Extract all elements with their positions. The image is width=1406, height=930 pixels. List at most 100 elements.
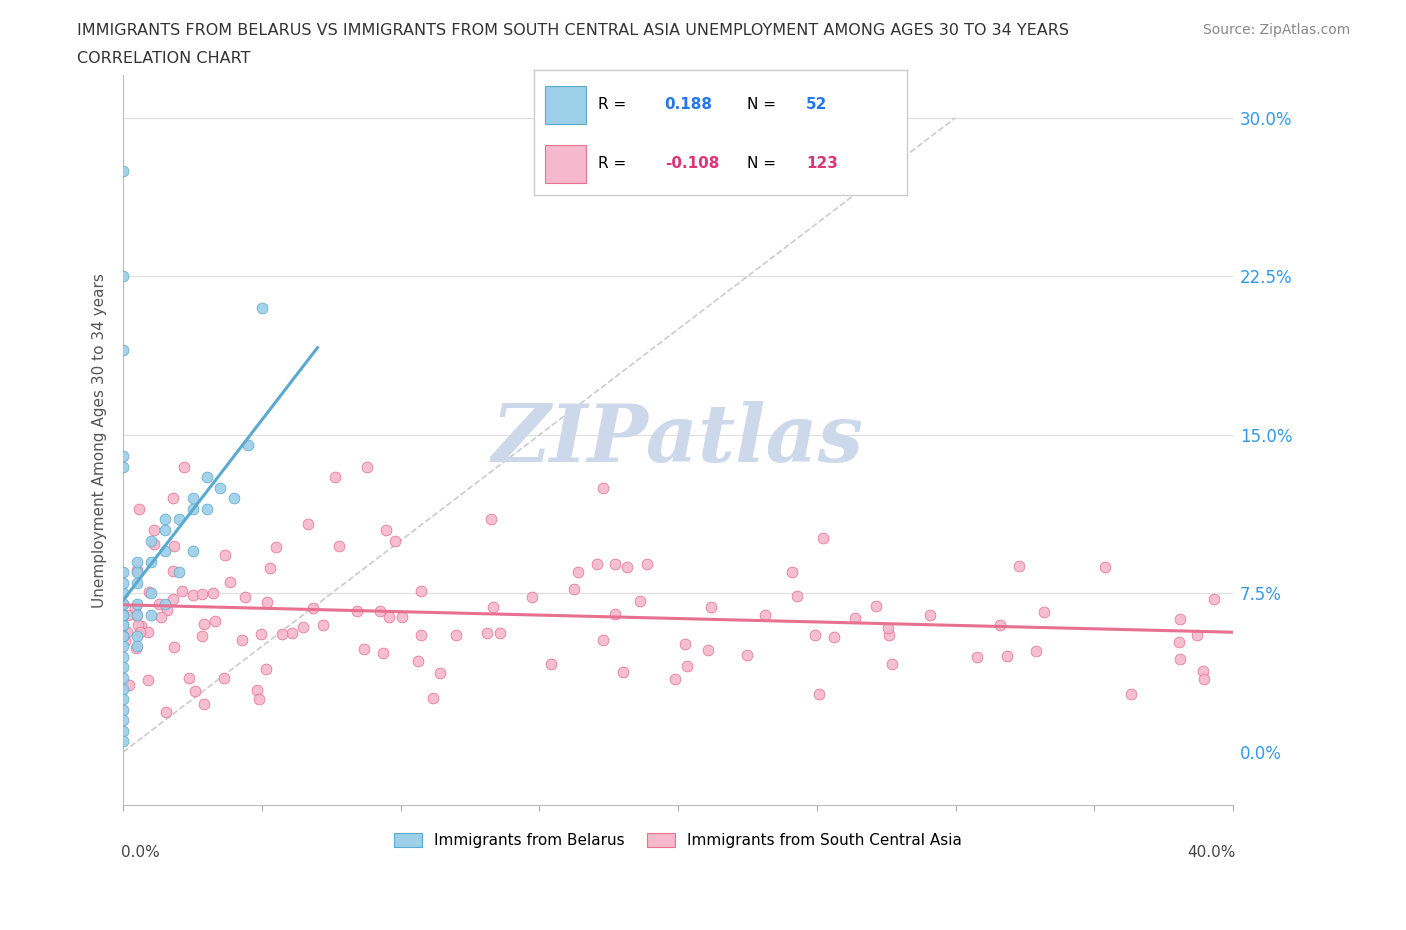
Point — [664, 671, 686, 686]
Point — [127, 596, 149, 611]
Point — [475, 625, 498, 640]
Point — [328, 538, 350, 553]
Point — [256, 595, 278, 610]
Point — [408, 654, 430, 669]
Point — [112, 681, 135, 696]
Text: N =: N = — [747, 98, 780, 113]
Point — [115, 625, 138, 640]
Point — [995, 649, 1018, 664]
Point — [124, 601, 146, 616]
Point — [173, 459, 195, 474]
Point — [214, 548, 236, 563]
Y-axis label: Unemployment Among Ages 30 to 34 years: Unemployment Among Ages 30 to 34 years — [93, 272, 107, 607]
Point — [250, 300, 273, 315]
Point — [876, 621, 898, 636]
Point — [1192, 671, 1215, 686]
Point — [271, 627, 294, 642]
Point — [156, 603, 179, 618]
Point — [163, 640, 186, 655]
Point — [139, 554, 162, 569]
Point — [112, 712, 135, 727]
Point — [195, 470, 218, 485]
Point — [697, 643, 720, 658]
Point — [966, 649, 988, 664]
Point — [603, 557, 626, 572]
Point — [250, 627, 273, 642]
Point — [129, 625, 152, 640]
Point — [479, 512, 502, 527]
Point — [247, 691, 270, 706]
Point — [1121, 686, 1143, 701]
Point — [786, 589, 808, 604]
Point — [118, 677, 141, 692]
Point — [112, 660, 135, 675]
Point — [112, 576, 135, 591]
Point — [127, 629, 149, 644]
Point — [125, 641, 148, 656]
Point — [117, 607, 139, 622]
Point — [195, 501, 218, 516]
Text: R =: R = — [598, 98, 631, 113]
Text: CORRELATION CHART: CORRELATION CHART — [77, 51, 250, 66]
Point — [880, 656, 903, 671]
Text: -0.108: -0.108 — [665, 156, 718, 171]
Point — [112, 618, 135, 632]
Point — [127, 554, 149, 569]
Point — [162, 565, 184, 579]
Bar — [546, 86, 586, 124]
Point — [481, 599, 503, 614]
Point — [844, 611, 866, 626]
Point — [489, 625, 512, 640]
Point — [112, 629, 135, 644]
Point — [323, 470, 346, 485]
Point — [112, 596, 135, 611]
Point — [259, 561, 281, 576]
Point — [1008, 558, 1031, 573]
Point — [112, 607, 135, 622]
Point — [592, 632, 614, 647]
Point — [136, 624, 159, 639]
Point — [138, 584, 160, 599]
Point — [384, 534, 406, 549]
Point — [150, 610, 173, 625]
Point — [127, 639, 149, 654]
Point — [224, 491, 246, 506]
Point — [172, 583, 194, 598]
Point — [193, 697, 215, 711]
Point — [1187, 628, 1209, 643]
Point — [378, 610, 401, 625]
Point — [823, 630, 845, 644]
Point — [353, 642, 375, 657]
Point — [153, 512, 176, 527]
Text: 40.0%: 40.0% — [1187, 845, 1236, 860]
Point — [112, 618, 135, 632]
Text: R =: R = — [598, 156, 631, 171]
Point — [1168, 611, 1191, 626]
Point — [567, 565, 589, 579]
Point — [148, 596, 170, 611]
Point — [112, 692, 135, 707]
Point — [811, 530, 834, 545]
Point — [139, 607, 162, 622]
Point — [1167, 634, 1189, 649]
Bar — [546, 145, 586, 182]
Point — [112, 639, 135, 654]
Point — [112, 343, 135, 358]
Text: 123: 123 — [806, 156, 838, 171]
Point — [191, 629, 214, 644]
Point — [112, 629, 135, 644]
Point — [612, 665, 634, 680]
Point — [127, 618, 149, 632]
Point — [291, 619, 314, 634]
Point — [411, 628, 433, 643]
Point — [264, 539, 287, 554]
Point — [877, 628, 900, 643]
Point — [676, 658, 699, 673]
Point — [191, 587, 214, 602]
Point — [136, 672, 159, 687]
Text: ZIPatlas: ZIPatlas — [492, 402, 865, 479]
Text: 0.188: 0.188 — [665, 98, 713, 113]
Point — [754, 607, 776, 622]
Point — [422, 691, 444, 706]
Point — [603, 606, 626, 621]
